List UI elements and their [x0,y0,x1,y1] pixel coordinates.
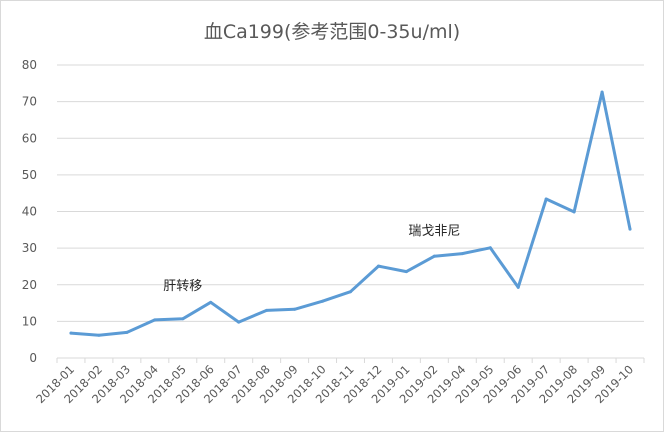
data-point [460,252,464,256]
data-point [181,317,185,321]
y-tick-label: 50 [22,168,37,182]
y-tick-label: 20 [22,278,37,292]
data-point [97,333,101,337]
data-point [349,290,352,294]
data-point [209,300,213,304]
data-point [153,318,157,322]
chart-title: 血Ca199(参考范围0-35u/ml) [204,21,460,43]
data-point [265,308,269,312]
data-point [125,330,129,334]
data-point [516,285,520,289]
y-tick-label: 60 [22,131,37,145]
data-point [488,246,492,250]
data-point [544,197,548,201]
data-point [432,254,436,258]
y-tick-label: 30 [22,241,37,255]
gridlines [57,64,644,359]
data-point [293,307,297,311]
y-tick-label: 80 [22,58,37,72]
annotation-label: 瑞戈非尼 [408,224,460,239]
data-point [237,320,241,324]
y-tick-label: 70 [22,95,37,109]
data-point [628,227,632,231]
x-axis-ticks: 2018-012018-022018-032018-042018-052018-… [33,358,645,406]
y-axis-ticks: 0 10 20 30 40 50 60 70 80 [22,58,37,365]
series-line-0 [69,90,632,337]
data-point [600,90,604,94]
series-group [69,90,632,337]
annotation-label: 肝转移 [163,279,202,294]
y-tick-label: 40 [22,205,37,219]
data-point [321,299,325,303]
annotations: 肝转移 瑞戈非尼 [163,224,460,294]
y-tick-label: 0 [29,351,37,365]
data-point [376,264,380,268]
data-point [69,331,73,335]
y-tick-label: 10 [22,314,37,328]
data-point [572,210,576,214]
data-point [404,270,408,274]
